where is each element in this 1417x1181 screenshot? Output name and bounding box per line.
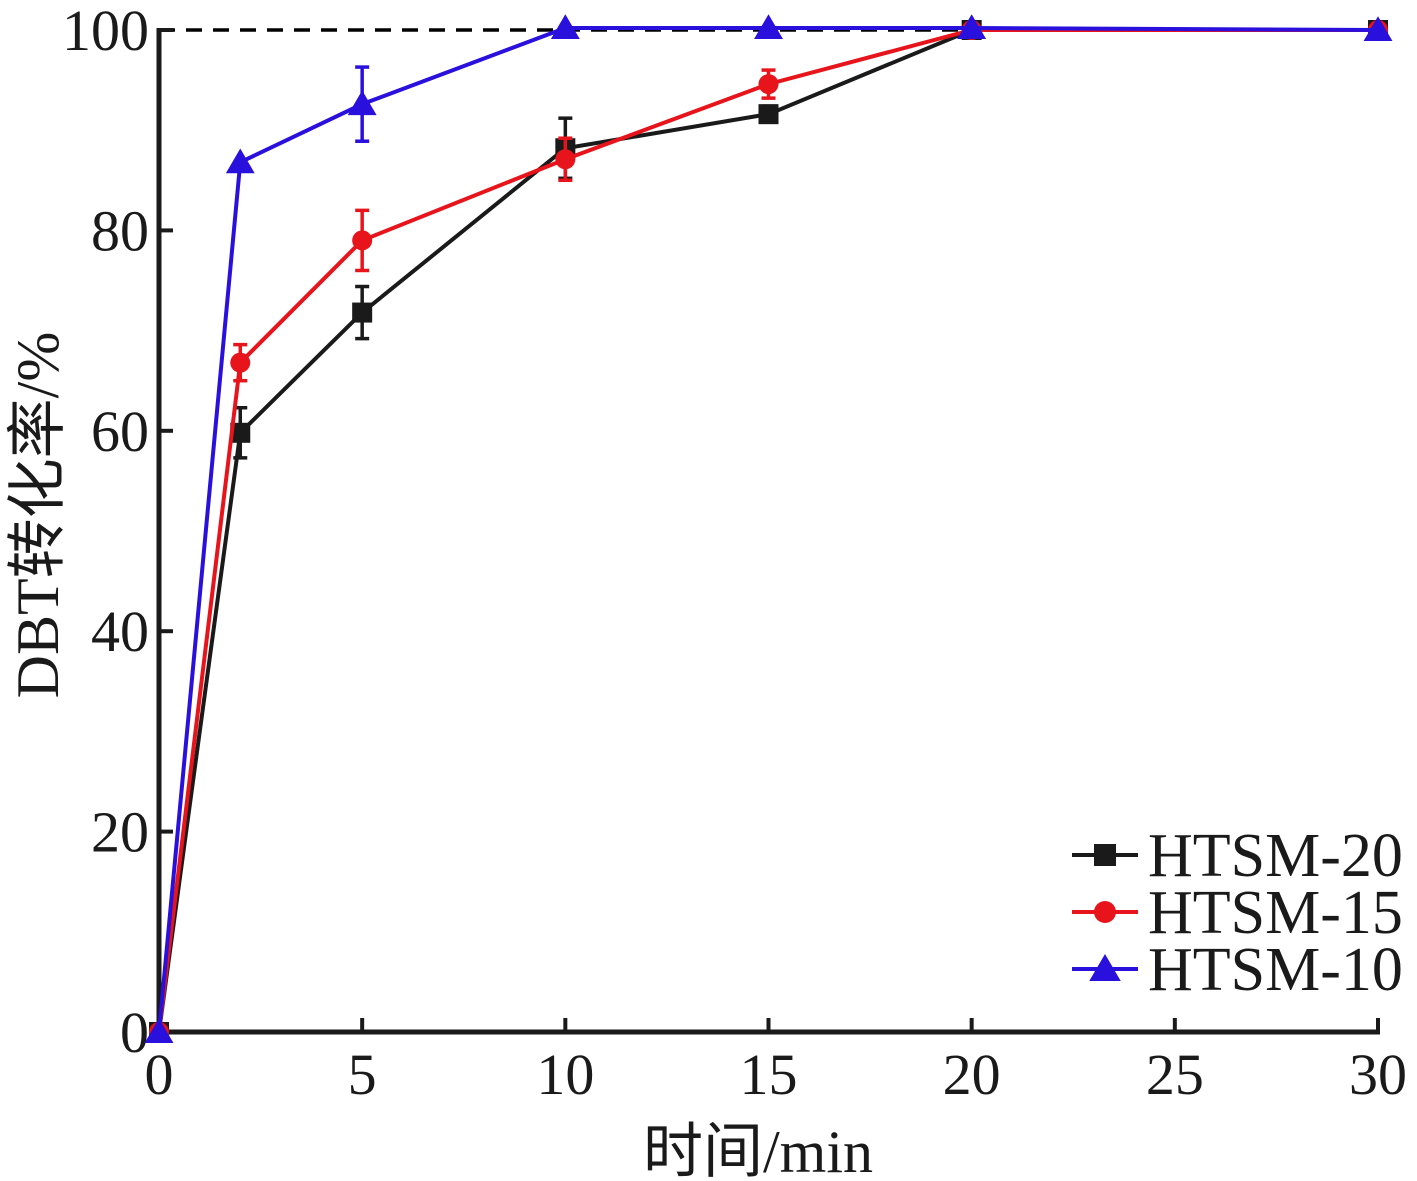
legend-item-htsm-10: HTSM-10 [1072, 936, 1403, 1004]
data-point-marker [1363, 16, 1393, 41]
data-point-marker [352, 302, 373, 323]
data-point-marker [1094, 901, 1116, 923]
x-tick-label: 15 [740, 1042, 798, 1107]
x-axis-label: 时间/min [643, 1119, 873, 1181]
legend-label: HTSM-15 [1148, 879, 1403, 947]
y-tick-label: 40 [91, 599, 149, 664]
series-htsm-10 [144, 14, 1393, 1043]
data-point-marker [352, 230, 373, 251]
data-point-marker [957, 14, 987, 39]
legend-label: HTSM-10 [1148, 936, 1403, 1004]
data-point-marker [347, 90, 377, 116]
data-point-marker [225, 148, 255, 174]
x-tick-label: 25 [1146, 1042, 1204, 1107]
y-tick-label: 60 [91, 399, 149, 464]
y-tick-label: 20 [91, 800, 149, 865]
data-point-marker [555, 149, 576, 170]
data-point-marker [230, 352, 251, 373]
series-layer [144, 14, 1393, 1043]
x-tick-label: 10 [536, 1042, 594, 1107]
x-tick-label: 30 [1349, 1042, 1407, 1107]
ticks-layer: 0 5 10 15 20 25 30 0 20 40 60 80 100 [62, 0, 1407, 1107]
x-tick-label: 5 [348, 1042, 377, 1107]
data-point-marker [230, 422, 251, 443]
data-point-marker [758, 74, 779, 95]
data-point-marker [758, 104, 779, 125]
data-point-marker [144, 1018, 174, 1043]
data-point-marker [1089, 954, 1121, 981]
y-tick-label: 0 [120, 1000, 149, 1065]
data-point-marker [1094, 844, 1116, 866]
x-tick-label: 0 [145, 1042, 174, 1107]
y-tick-label: 80 [91, 198, 149, 263]
y-tick-label: 100 [62, 0, 149, 63]
data-point-marker [754, 14, 783, 39]
x-tick-label: 20 [943, 1042, 1001, 1107]
legend-item-htsm-15: HTSM-15 [1072, 879, 1403, 947]
y-axis-label: DBT转化率/% [5, 332, 71, 699]
data-point-marker [550, 14, 580, 39]
legend-item-htsm-20: HTSM-20 [1072, 822, 1403, 890]
legend-label: HTSM-20 [1148, 822, 1403, 890]
